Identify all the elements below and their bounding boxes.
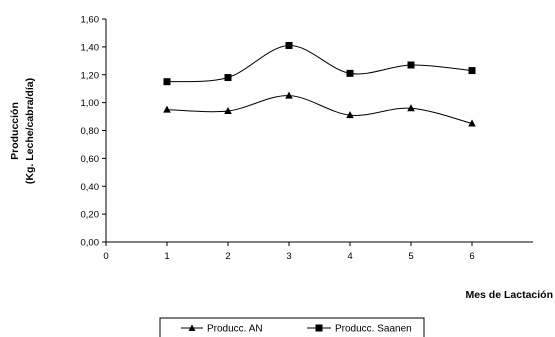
series-line-1 — [166, 44, 473, 83]
x-tick-label: 2 — [225, 251, 230, 262]
x-tick-label: 3 — [286, 251, 291, 262]
legend-box — [159, 317, 425, 337]
legend-marker-square — [315, 324, 323, 332]
y-tick-label: 0,40 — [81, 182, 100, 193]
data-point-square — [285, 41, 293, 49]
y-tick-label: 1,00 — [81, 98, 100, 109]
x-tick-label: 0 — [103, 251, 108, 262]
legend: Producc. AN Producc. Saanen — [159, 317, 425, 337]
data-point-triangle — [346, 111, 354, 119]
data-point-triangle — [224, 106, 232, 114]
data-point-square — [346, 69, 354, 77]
y-tick-label: 0,00 — [81, 238, 100, 249]
y-tick-label: 0,60 — [81, 154, 100, 165]
series-line-0 — [166, 95, 473, 125]
data-point-triangle — [285, 91, 293, 99]
y-axis-title-line2: (Kg. Leche/cabra/día) — [24, 78, 36, 184]
legend-marker-triangle — [188, 324, 196, 331]
y-tick-label: 1,40 — [81, 42, 100, 53]
data-point-square — [468, 67, 476, 75]
x-tick-label: 1 — [164, 251, 169, 262]
y-tick-label: 1,60 — [81, 15, 100, 26]
data-point-square — [407, 61, 415, 69]
x-tick-label: 4 — [347, 251, 352, 262]
legend-label-an: Producc. AN — [207, 324, 263, 335]
x-tick-label: 6 — [469, 251, 474, 262]
x-tick-label: 5 — [408, 251, 413, 262]
data-point-square — [224, 74, 232, 82]
data-point-triangle — [163, 105, 171, 113]
y-tick-label: 0,20 — [81, 210, 100, 221]
y-tick-label: 1,20 — [81, 70, 100, 81]
y-axis-title-line1: Producción — [9, 102, 21, 160]
x-axis-title: Mes de Lactación — [465, 289, 553, 301]
data-point-triangle — [407, 104, 415, 112]
data-point-triangle — [468, 119, 476, 127]
data-point-square — [163, 78, 171, 86]
legend-label-saanen: Producc. Saanen — [335, 324, 412, 335]
y-tick-label: 0,80 — [81, 126, 100, 137]
